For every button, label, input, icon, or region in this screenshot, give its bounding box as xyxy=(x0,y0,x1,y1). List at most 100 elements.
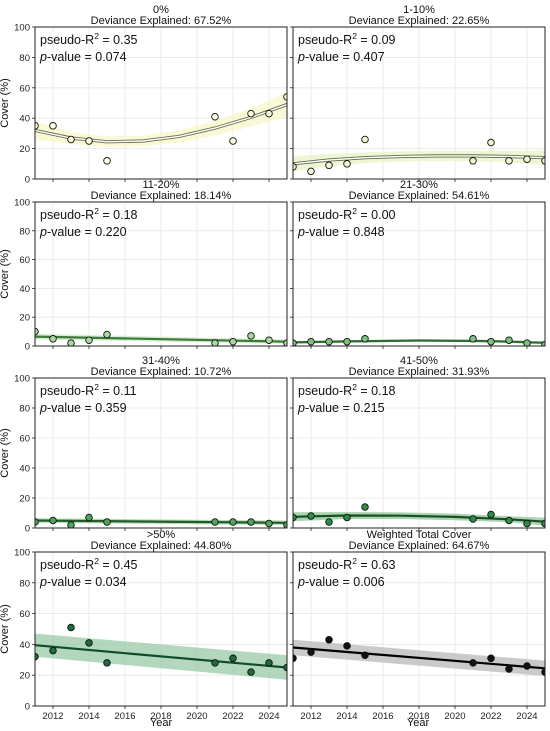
data-point xyxy=(211,518,219,526)
data-point xyxy=(505,516,513,525)
x-tick-label: 2022 xyxy=(480,711,501,722)
data-point xyxy=(343,642,351,650)
data-point xyxy=(523,339,531,346)
panel-title: 1-10% xyxy=(403,4,435,16)
data-point xyxy=(505,665,513,673)
confidence-band xyxy=(35,92,287,148)
x-tick-label: 2014 xyxy=(336,711,357,722)
y-tick-label: 20 xyxy=(19,144,30,155)
data-point xyxy=(85,137,93,145)
x-tick-label: 2016 xyxy=(372,711,393,722)
y-tick-label: 100 xyxy=(14,198,30,209)
y-axis-label: Cover (%) xyxy=(0,604,11,654)
y-axis-label: Cover (%) xyxy=(0,428,11,478)
deviance-explained: Deviance Explained: 54.61% xyxy=(349,190,490,202)
data-point xyxy=(247,518,255,526)
panel-title: 21-30% xyxy=(400,179,438,191)
data-point xyxy=(505,157,513,165)
deviance-explained: Deviance Explained: 44.80% xyxy=(91,540,232,552)
panel-title: 0% xyxy=(153,4,169,16)
y-axis-label: Cover (%) xyxy=(0,249,11,299)
data-point xyxy=(265,659,273,667)
y-tick-label: 0 xyxy=(25,342,30,353)
data-point xyxy=(49,122,57,130)
data-point xyxy=(211,659,219,667)
data-point xyxy=(487,654,495,663)
data-point xyxy=(487,138,495,147)
deviance-explained: Deviance Explained: 10.72% xyxy=(91,366,232,378)
data-point xyxy=(229,654,237,663)
data-point xyxy=(67,521,75,528)
panel-5: 41-50%Deviance Explained: 31.93% pseudo-R… xyxy=(290,355,546,531)
data-point xyxy=(307,167,315,176)
x-tick-label: 2018 xyxy=(408,711,429,722)
data-point xyxy=(469,515,477,523)
panel-title: 31-40% xyxy=(142,355,180,367)
x-tick-label: 2012 xyxy=(42,711,63,722)
data-point xyxy=(469,335,477,343)
pseudo-r2-annotation: pseudo-R2 = 0.09 xyxy=(298,31,396,47)
y-tick-label: 40 xyxy=(19,464,30,475)
data-point xyxy=(283,663,287,672)
data-point xyxy=(469,659,477,667)
data-point xyxy=(523,155,531,163)
y-tick-label: 80 xyxy=(19,578,30,589)
y-tick-label: 60 xyxy=(19,83,30,94)
data-point xyxy=(85,336,93,344)
pseudo-r2-annotation: pseudo-R2 = 0.18 xyxy=(40,206,138,222)
data-point xyxy=(541,668,545,676)
data-point xyxy=(229,518,237,526)
data-point xyxy=(247,332,255,340)
data-point xyxy=(265,109,273,118)
data-point xyxy=(505,336,513,344)
data-point xyxy=(307,512,315,520)
data-point xyxy=(265,336,273,344)
data-point xyxy=(487,510,495,519)
data-point xyxy=(49,646,57,655)
p-value-annotation: p-value = 0.359 xyxy=(39,401,127,415)
x-axis-label-right: Year xyxy=(407,717,430,729)
data-point xyxy=(85,513,93,522)
y-tick-label: 100 xyxy=(14,374,30,385)
data-point xyxy=(67,135,75,144)
data-point xyxy=(85,639,93,647)
p-value-annotation: p-value = 0.407 xyxy=(297,50,385,64)
pseudo-r2-annotation: pseudo-R2 = 0.63 xyxy=(298,556,396,572)
data-point xyxy=(229,337,237,346)
data-point xyxy=(67,339,75,346)
data-point xyxy=(211,339,219,346)
fit-line xyxy=(35,644,287,669)
panel-2: 0 20 40 60 80 100 Cover (%) 11-20%Deviance Expl… xyxy=(0,179,288,353)
data-point xyxy=(325,161,333,170)
data-point xyxy=(523,519,531,528)
deviance-explained: Deviance Explained: 64.67% xyxy=(349,540,490,552)
data-point xyxy=(541,519,545,528)
data-point xyxy=(103,330,111,339)
x-tick-label: 2024 xyxy=(258,711,279,722)
p-value-annotation: p-value = 0.215 xyxy=(297,401,385,415)
panel-0: 0 20 40 60 80 100 Cover (%) 0%Deviance Explaine… xyxy=(0,4,288,186)
x-tick-label: 2020 xyxy=(186,711,207,722)
panel-title: 41-50% xyxy=(400,355,438,367)
panel-7: 2012 2014 2016 2018 2020 2022 2024 Weighted Tot… xyxy=(290,529,546,722)
p-value-annotation: p-value = 0.006 xyxy=(297,575,385,589)
data-point xyxy=(229,137,237,145)
fit-line xyxy=(35,335,287,343)
data-point xyxy=(343,337,351,346)
panel-6: 2012 2014 2016 2018 2020 2022 2024 0 20 40 60 80 100… xyxy=(0,529,288,722)
data-point xyxy=(67,623,75,632)
y-tick-label: 20 xyxy=(19,313,30,324)
y-tick-label: 40 xyxy=(19,114,30,125)
data-point xyxy=(49,335,57,343)
y-axis-label: Cover (%) xyxy=(0,78,11,128)
x-axis-label-left: Year xyxy=(150,717,173,729)
deviance-explained: Deviance Explained: 18.14% xyxy=(91,190,232,202)
y-tick-label: 60 xyxy=(19,255,30,266)
y-tick-label: 80 xyxy=(19,404,30,415)
data-point xyxy=(103,518,111,526)
data-point xyxy=(283,521,287,528)
deviance-explained: Deviance Explained: 67.52% xyxy=(91,15,232,27)
data-point xyxy=(325,518,333,526)
data-point xyxy=(307,648,315,656)
